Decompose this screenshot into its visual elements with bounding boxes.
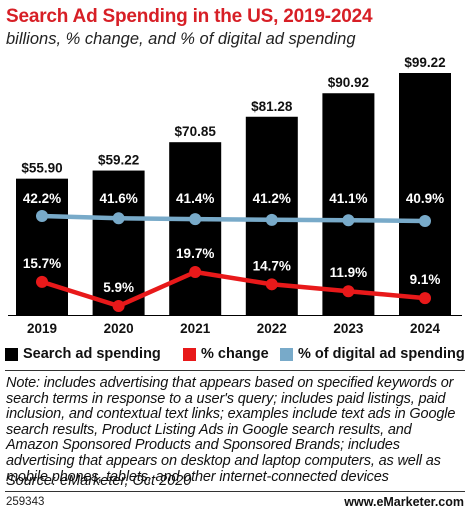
share-point-2023: [342, 214, 355, 227]
legend-label-search-ad-spending: Search ad spending: [23, 346, 161, 362]
change-label-2022: 14.7%: [253, 258, 291, 273]
chart-title: Search Ad Spending in the US, 2019-2024: [6, 6, 373, 27]
legend-swatch-change: [183, 347, 196, 361]
chart-legend: Search ad spending % change % of digital…: [5, 346, 467, 366]
bar-2023: [322, 93, 375, 316]
bar-2021: [169, 142, 222, 315]
share-label-2020: 41.6%: [99, 191, 137, 206]
share-point-2021: [189, 213, 202, 226]
x-tick-label-2024: 2024: [410, 321, 441, 336]
x-tick-label-2022: 2022: [257, 321, 287, 336]
legend-item-percent-of-digital: % of digital ad spending: [280, 346, 465, 362]
change-label-2023: 11.9%: [330, 265, 368, 280]
chart-source: Source: eMarketer, Oct 2020: [6, 473, 192, 489]
share-point-2024: [419, 215, 431, 227]
bar-value-label-2019: $55.90: [21, 161, 62, 176]
change-point-2024: [419, 292, 431, 305]
chart-id: 259343: [6, 496, 45, 508]
legend-swatch-share: [280, 347, 293, 361]
legend-label-percent-change: % change: [201, 346, 269, 362]
share-line: [39, 213, 428, 224]
share-label-2022: 41.2%: [253, 191, 291, 206]
change-point-2021: [189, 266, 202, 278]
x-tick-label-2019: 2019: [27, 321, 57, 336]
divider-top: [5, 370, 465, 371]
share-label-2024: 40.9%: [406, 191, 444, 206]
change-point-2022: [265, 278, 278, 291]
bar-value-label-2024: $99.22: [404, 55, 445, 70]
share-point-2022: [265, 213, 278, 226]
share-label-2021: 41.4%: [176, 191, 214, 206]
x-tick-label-2021: 2021: [180, 321, 211, 336]
change-label-2024: 9.1%: [410, 272, 441, 287]
share-point-2020: [112, 212, 125, 225]
share-label-2019: 42.2%: [23, 191, 61, 206]
share-point-2019: [36, 210, 48, 222]
bar-value-label-2023: $90.92: [328, 75, 369, 90]
legend-swatch-bars: [5, 347, 18, 361]
bar-value-label-2020: $59.22: [98, 153, 139, 168]
chart-plot-area: $55.90 2019 $59.22 2020 $70.85 2021 $81.28 2022…: [8, 55, 462, 336]
bar-2024: [399, 73, 451, 315]
share-label-2023: 41.1%: [329, 191, 367, 206]
bar-value-label-2021: $70.85: [175, 124, 217, 139]
chart-note: Note: includes advertising that appears …: [6, 375, 456, 485]
change-label-2021: 19.7%: [176, 246, 214, 261]
bar-2019: [16, 178, 68, 315]
x-tick-label-2023: 2023: [333, 321, 364, 336]
change-line: [39, 269, 428, 309]
legend-item-percent-change: % change: [183, 346, 269, 362]
bar-value-label-2022: $81.28: [251, 99, 293, 114]
change-point-2023: [342, 285, 355, 298]
change-point-2019: [36, 275, 48, 288]
change-label-2020: 5.9%: [103, 280, 134, 295]
divider-bottom: [5, 491, 465, 492]
legend-item-search-ad-spending: Search ad spending: [5, 346, 161, 362]
legend-label-percent-of-digital: % of digital ad spending: [298, 346, 465, 362]
bar-2020: [92, 170, 145, 315]
x-tick-label-2020: 2020: [104, 321, 134, 336]
change-label-2019: 15.7%: [23, 256, 61, 271]
brand-logo: www.eMarketer.com: [344, 495, 464, 509]
chart-subtitle: billions, % change, and % of digital ad …: [6, 30, 356, 48]
change-point-2020: [112, 300, 125, 312]
